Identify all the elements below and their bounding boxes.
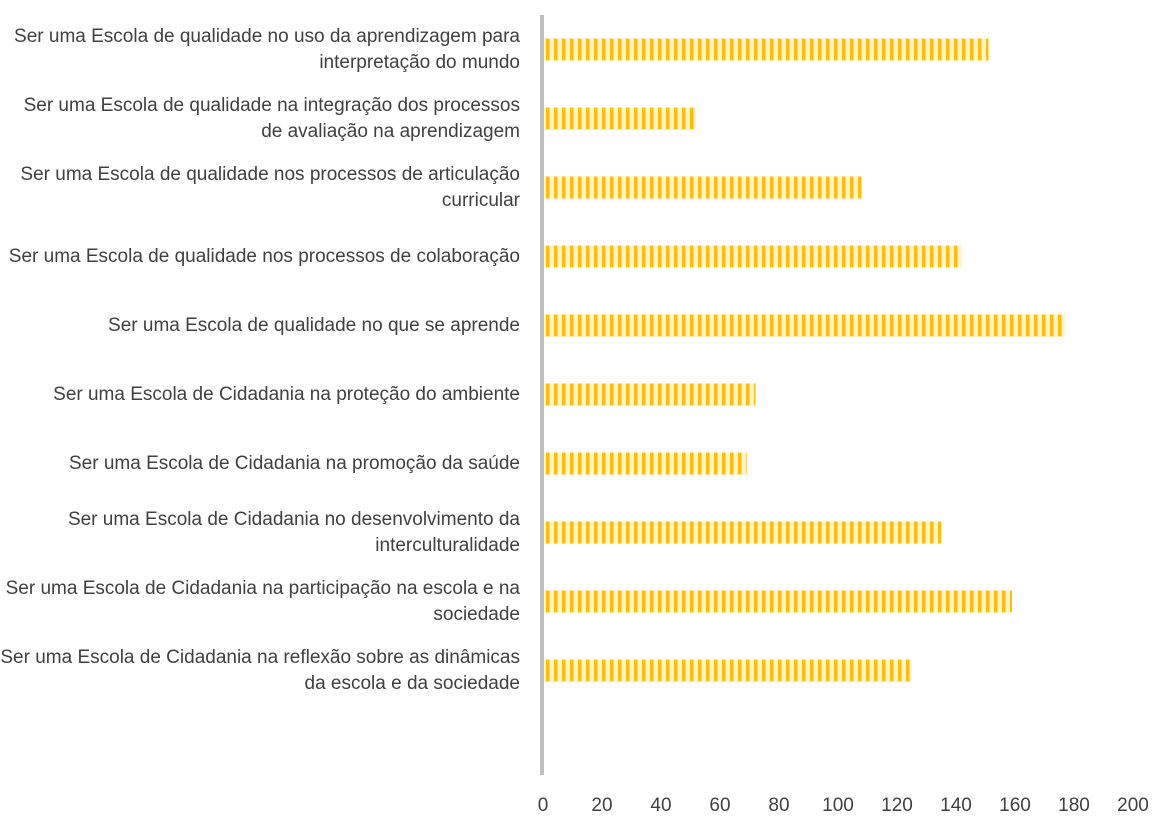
x-tick-label: 80 (768, 795, 789, 816)
category-label: Ser uma Escola de qualidade nos processo… (8, 245, 520, 267)
x-tick-label: 0 (538, 795, 549, 816)
category-label: Ser uma Escola de Cidadania no desenvolv… (67, 508, 520, 556)
category-label: Ser uma Escola de qualidade no que se ap… (108, 314, 520, 336)
bar (543, 383, 756, 406)
category-label: Ser uma Escola de Cidadania na promoção … (68, 452, 520, 474)
bar (543, 176, 862, 199)
bar (543, 314, 1066, 337)
bar (543, 452, 747, 475)
x-tick-label: 140 (940, 795, 972, 816)
category-label: Ser uma Escola de qualidade nos processo… (20, 163, 520, 211)
bar (543, 521, 942, 544)
x-tick-label: 100 (822, 795, 854, 816)
x-tick-label: 120 (881, 795, 913, 816)
category-label: Ser uma Escola de Cidadania na reflexão … (0, 646, 520, 694)
bar (543, 107, 697, 130)
category-label: Ser uma Escola de Cidadania na proteção … (53, 383, 520, 405)
x-tick-label: 60 (709, 795, 730, 816)
bar (543, 659, 912, 682)
x-tick-label: 200 (1117, 795, 1149, 816)
x-tick-label: 160 (999, 795, 1031, 816)
x-tick-label: 40 (650, 795, 671, 816)
category-label: Ser uma Escola de Cidadania na participa… (5, 577, 520, 625)
category-label: Ser uma Escola de qualidade na integraçã… (23, 94, 520, 142)
bar (543, 590, 1013, 613)
x-tick-label: 20 (591, 795, 612, 816)
category-label: Ser uma Escola de qualidade no uso da ap… (14, 25, 520, 73)
bar (543, 38, 989, 61)
bar (543, 245, 962, 268)
x-tick-label: 180 (1058, 795, 1090, 816)
